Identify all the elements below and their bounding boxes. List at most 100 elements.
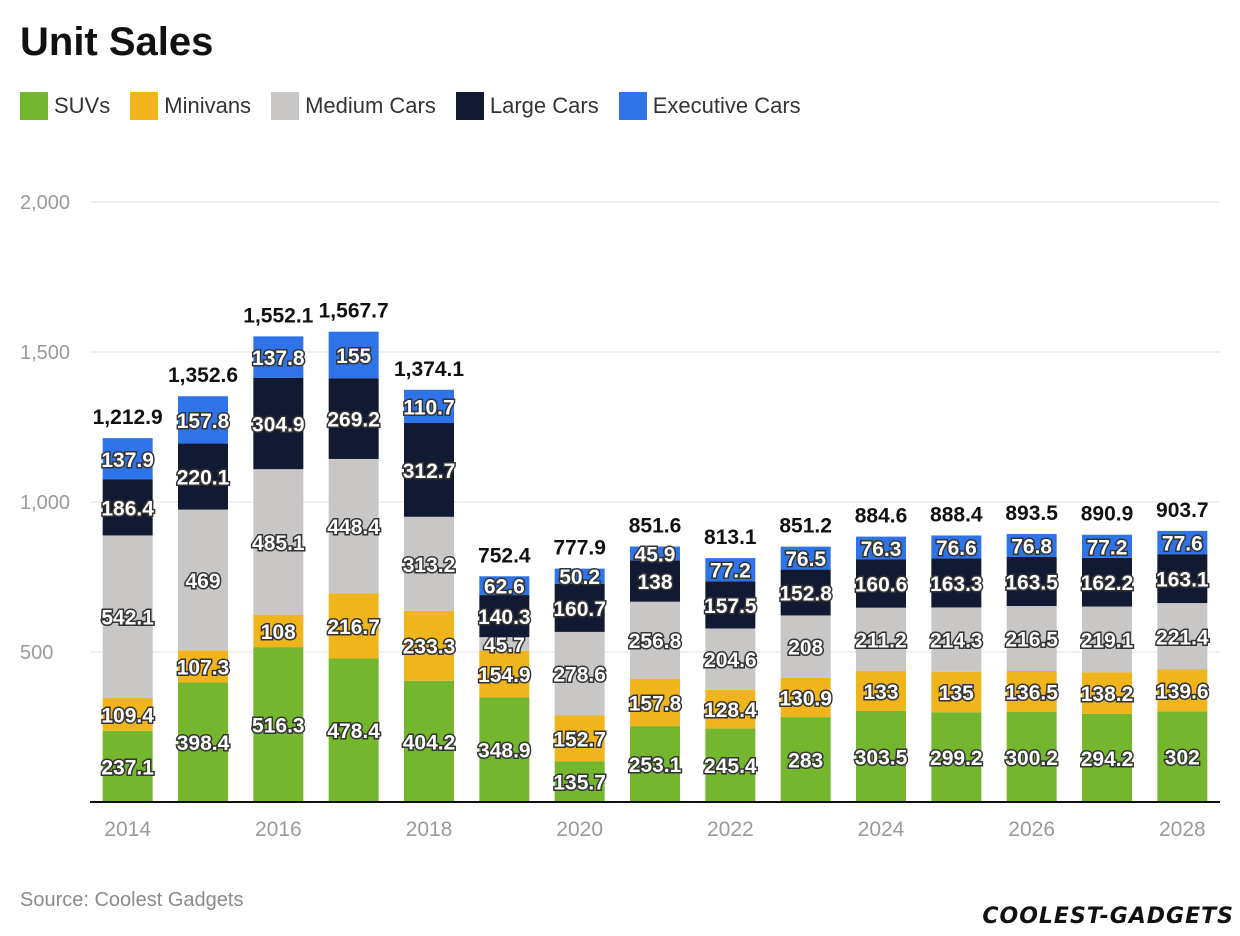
legend-label-medium-cars: Medium Cars <box>305 93 436 118</box>
bar-segment <box>856 559 906 608</box>
data-label: 299.2 <box>930 747 983 770</box>
bar-segment <box>1082 534 1132 558</box>
x-tick-label: 2028 <box>1159 818 1206 841</box>
bar-segment <box>554 761 605 802</box>
bar-segment <box>404 680 454 802</box>
x-tick-label: 2018 <box>406 818 453 841</box>
total-label: 1,352.6 <box>168 364 238 387</box>
data-label: 163.5 <box>1005 572 1058 595</box>
legend-item-suvs[interactable]: SUVs <box>20 92 110 120</box>
data-label: 216.5 <box>1005 629 1058 652</box>
x-tick-label: 2024 <box>858 818 905 841</box>
data-label: 398.4 <box>177 732 230 755</box>
data-label: 157.8 <box>177 410 230 433</box>
brand-logo: COOLEST-GADGETS <box>982 904 1234 929</box>
legend-item-minivans[interactable]: Minivans <box>130 92 251 120</box>
bar-segment <box>1157 530 1208 555</box>
total-label: 1,374.1 <box>394 358 464 381</box>
data-label: 256.8 <box>629 630 682 653</box>
data-label: 62.6 <box>484 576 525 599</box>
legend-label-minivans: Minivans <box>164 93 252 118</box>
bar-segment <box>253 377 304 470</box>
data-label: 237.1 <box>101 756 154 779</box>
y-tick-label: 500 <box>20 642 53 664</box>
legend-swatch-large-cars <box>455 92 484 120</box>
bar-segment <box>931 671 982 713</box>
bar-segment <box>1157 603 1208 670</box>
data-label: 137.8 <box>252 347 305 370</box>
data-label: 109.4 <box>101 704 154 727</box>
bar-segment <box>1006 670 1057 712</box>
data-label: 211.2 <box>855 629 906 652</box>
bar-segment <box>705 581 756 629</box>
data-label: 278.6 <box>553 664 606 687</box>
bar-segment <box>1157 669 1208 712</box>
data-label: 140.3 <box>478 606 531 629</box>
x-tick-label: 2026 <box>1008 818 1055 841</box>
data-label: 469 <box>185 570 220 593</box>
total-label: 813.1 <box>704 526 757 549</box>
total-label: 1,212.9 <box>93 406 163 429</box>
stacked-bar-chart: 500 1,000 1,500 2,000 237.1 109.4 542.1 186.4 13… <box>20 192 1220 841</box>
y-tick-label: 1,500 <box>20 342 70 364</box>
data-label: 138 <box>637 571 672 594</box>
bar-segment <box>554 568 605 584</box>
bar-segment <box>102 730 153 802</box>
data-label: 77.2 <box>1087 536 1128 559</box>
data-label: 220.1 <box>177 467 230 490</box>
data-label: 294.2 <box>1081 748 1134 771</box>
data-label: 45.9 <box>635 543 676 566</box>
bar-segment <box>554 631 605 716</box>
data-label: 162.2 <box>1081 572 1134 595</box>
data-label: 138.2 <box>1081 683 1134 706</box>
bar-segment <box>931 712 982 802</box>
bar-segment <box>1082 713 1132 802</box>
data-label: 135 <box>939 682 974 705</box>
bar-segment <box>931 558 982 608</box>
data-label: 163.1 <box>1156 569 1209 592</box>
bar-segment <box>780 717 831 802</box>
bar-segment <box>1006 711 1057 802</box>
y-tick-label: 1,000 <box>20 492 70 514</box>
data-label: 302 <box>1165 747 1200 770</box>
data-label: 214.3 <box>930 630 983 653</box>
bar-segment <box>404 422 454 517</box>
data-label: 45.7 <box>484 634 525 657</box>
source-note: Source: Coolest Gadgets <box>20 889 244 911</box>
bar-segment <box>630 726 680 802</box>
bar-segment <box>102 698 153 731</box>
bar-segment <box>328 658 379 802</box>
data-label: 313.2 <box>403 554 456 577</box>
legend-item-executive-cars[interactable]: Executive Cars <box>618 92 801 120</box>
legend-item-large-cars[interactable]: Large Cars <box>455 92 599 120</box>
bar-segment <box>1157 711 1208 802</box>
data-label: 137.9 <box>101 449 154 472</box>
data-label: 253.1 <box>629 754 682 777</box>
data-label: 76.8 <box>1011 535 1052 558</box>
bar-segment <box>705 628 756 690</box>
total-label: 1,567.7 <box>319 300 389 323</box>
bar-segment <box>931 535 982 559</box>
bar-segment <box>102 438 153 480</box>
total-label: 888.4 <box>930 503 983 526</box>
bar-segment <box>856 536 906 560</box>
bar-segment <box>404 389 454 423</box>
data-label: 76.5 <box>785 548 826 571</box>
legend-item-medium-cars[interactable]: Medium Cars <box>271 92 436 120</box>
data-label: 50.2 <box>559 566 600 589</box>
data-label: 139.6 <box>1156 680 1209 703</box>
data-label: 303.5 <box>855 746 908 769</box>
total-label: 752.4 <box>478 544 531 567</box>
bar-segment <box>328 458 379 594</box>
data-label: 160.7 <box>553 598 606 621</box>
bar-segment <box>253 647 304 802</box>
data-label: 478.4 <box>327 720 380 743</box>
data-label: 219.1 <box>1081 629 1134 652</box>
bar-segment <box>554 583 605 632</box>
bar-segment <box>780 569 831 616</box>
bar-segment <box>102 535 153 699</box>
bar-segment <box>178 396 228 444</box>
legend-swatch-minivans <box>130 92 159 120</box>
bar-segment <box>328 331 379 379</box>
data-label: 133 <box>863 681 898 704</box>
